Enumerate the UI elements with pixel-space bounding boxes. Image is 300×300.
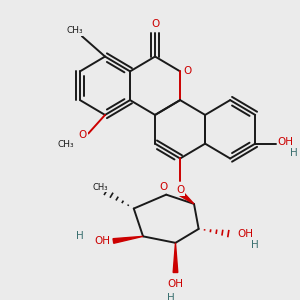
- Text: H: H: [167, 293, 175, 300]
- Text: O: O: [79, 130, 87, 140]
- Text: O: O: [176, 185, 184, 195]
- Text: O: O: [183, 66, 192, 76]
- Polygon shape: [178, 190, 194, 204]
- Text: OH: OH: [278, 137, 293, 147]
- Text: O: O: [151, 19, 159, 29]
- Polygon shape: [173, 243, 178, 272]
- Polygon shape: [113, 236, 143, 243]
- Text: CH₃: CH₃: [93, 183, 108, 192]
- Text: CH₃: CH₃: [58, 140, 74, 149]
- Text: OH: OH: [167, 279, 184, 289]
- Text: H: H: [250, 240, 258, 250]
- Text: OH: OH: [238, 229, 254, 238]
- Text: H: H: [290, 148, 298, 158]
- Text: CH₃: CH₃: [66, 26, 83, 35]
- Text: OH: OH: [94, 236, 110, 246]
- Text: O: O: [159, 182, 168, 192]
- Text: H: H: [76, 231, 84, 242]
